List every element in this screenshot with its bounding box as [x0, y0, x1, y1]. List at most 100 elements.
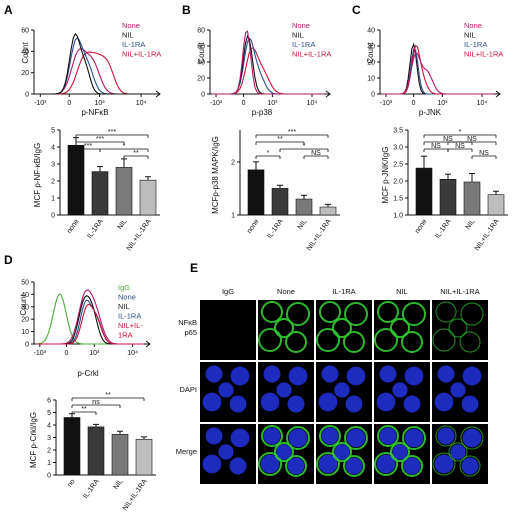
- micro-nucleus: [260, 454, 280, 474]
- hist-b-xtick-label: 10³: [267, 100, 278, 107]
- bar-b-sig-label: **: [277, 136, 283, 143]
- hist-a-ylabel: Count: [21, 42, 30, 64]
- bar-c-category-label: none: [414, 218, 429, 235]
- bar-d-sig-label: **: [81, 406, 87, 413]
- micro-row-label: Merge: [176, 447, 197, 456]
- hist-d-legend-entry: None: [118, 293, 136, 302]
- hist-c-legend-entry: NIL: [464, 31, 476, 40]
- hist-a-xlabel: p-NFκB: [81, 108, 108, 117]
- bar-a-sig-label: ***: [108, 129, 116, 136]
- bar-a-category-label: NIL: [117, 218, 129, 231]
- micro-nucleus: [334, 382, 350, 398]
- bar-c-category-label: NIL: [465, 218, 477, 231]
- bar-a-category-label: none: [66, 218, 81, 235]
- bar-d-ytick-label: 1: [47, 460, 51, 467]
- hist-c-ytick-label: 30: [367, 44, 375, 51]
- micro-nucleus: [202, 454, 222, 474]
- bar-c-sig-label: NS: [443, 136, 453, 143]
- hist-a-xtick-label: 0: [67, 100, 71, 107]
- micro-nucleus: [450, 444, 466, 460]
- hist-b-legend-entry: NIL: [292, 31, 304, 40]
- micro-membrane-signal: [448, 442, 468, 462]
- hist-a-legend-entry: NIL+IL-1RA: [122, 50, 161, 59]
- bar-b-category-label: none: [246, 218, 261, 235]
- micro-membrane-signal: [343, 455, 365, 477]
- bar-d-sig-label: ns: [92, 399, 100, 406]
- micro-nucleus: [321, 427, 339, 445]
- hist-d-xtick-label: 10⁴: [127, 350, 138, 357]
- micro-membrane-signal: [286, 426, 310, 450]
- bar-c-sig-label: NS: [455, 143, 465, 150]
- bar-b-sig-label: *: [267, 150, 270, 157]
- hist-c-ylabel: Count: [366, 42, 375, 64]
- bar-b-category-label: NIL: [297, 218, 309, 231]
- micro-membrane-signal: [344, 426, 368, 450]
- hist-c-ytick-label: 20: [367, 60, 375, 67]
- bar-d-category-label: IL-1RA: [82, 478, 100, 500]
- bar-a-0: [67, 145, 85, 216]
- hist-b-ytick-label: 60: [197, 44, 205, 51]
- micro-membrane-signal: [390, 318, 410, 338]
- bar-d-category-label: NIL: [113, 478, 125, 491]
- hist-d-xtick-label: 0: [65, 350, 69, 357]
- micro-membrane-signal: [401, 455, 423, 477]
- bar-a-ytick-label: 5: [51, 128, 55, 135]
- micro-nucleus: [287, 457, 305, 475]
- hist-a-arrow: [155, 90, 161, 98]
- micro-nucleus: [450, 382, 466, 398]
- bar-d-ytick-label: 0: [47, 473, 51, 480]
- micro-image-tile: [200, 300, 256, 360]
- micro-membrane-signal: [374, 452, 398, 476]
- micro-nucleus: [462, 366, 482, 386]
- bar-d-category-label: no: [66, 478, 76, 488]
- hist-d-ytick-label: 0: [25, 342, 29, 349]
- bar-c-category-label: IL-1RA: [434, 218, 452, 240]
- bar-a-category-label: NIL+IL-1RA: [126, 218, 153, 252]
- hist-a-curve: [36, 32, 154, 95]
- micro-membrane-signal: [435, 425, 457, 447]
- micro-nucleus: [434, 392, 454, 412]
- micro-nucleus: [404, 428, 424, 448]
- hist-d-ylabel: Count: [19, 294, 28, 316]
- micro-membrane-signal: [402, 302, 426, 326]
- panel-label-e: E: [190, 261, 198, 275]
- micro-membrane-signal: [258, 328, 282, 352]
- micro-nucleus: [288, 366, 308, 386]
- bar-b-sig-label: *: [303, 143, 306, 150]
- hist-b-ytick-label: 40: [197, 60, 205, 67]
- micro-nucleus: [404, 366, 424, 386]
- hist-d-ytick-label: 30: [21, 304, 29, 311]
- hist-b-ylabel: Count: [197, 42, 206, 64]
- bar-c-ytick-label: 3.0: [393, 145, 403, 152]
- bar-d-ytick-label: 3: [47, 435, 51, 442]
- bar-a-sig-label: *: [123, 143, 126, 150]
- bar-a-1: [91, 171, 109, 216]
- micro-nucleus: [346, 366, 366, 386]
- micro-nucleus: [379, 365, 397, 383]
- hist-d: 50 40 30 20 10 0 -10³ 0 10³ 10⁴ IgGNoneNILIL-1RANI…: [21, 280, 151, 357]
- hist-b-xtick-label: 10⁴: [307, 100, 318, 107]
- micro-membrane-signal: [432, 452, 456, 476]
- bar-b-sig-label: NS: [311, 150, 321, 157]
- micro-nucleus: [461, 457, 479, 475]
- bar-d-1: [87, 426, 105, 476]
- hist-a-legend-entry: NIL: [122, 31, 134, 40]
- hist-b-xtick-label: -10³: [210, 100, 223, 107]
- bar-b-2: [295, 198, 313, 216]
- bar-c-3: [487, 194, 505, 216]
- micro-membrane-signal: [261, 425, 283, 447]
- micro-nucleus: [345, 457, 363, 475]
- hist-d-legend-entry: NIL: [118, 302, 130, 311]
- hist-a-xtick-label: 10³: [94, 100, 105, 107]
- micro-nucleus: [230, 366, 250, 386]
- micro-membrane-signal: [374, 328, 398, 352]
- hist-a-ytick-label: 0: [25, 92, 29, 99]
- hist-a: 60 40 20 0 -10³ 0 10³ 10⁴ NoneNILIL-1RANIL+IL-1R…: [21, 21, 161, 107]
- hist-d-xtick-label: 10³: [89, 350, 100, 357]
- hist-b-ytick-label: 80: [197, 28, 205, 35]
- panel-label-b: B: [182, 3, 191, 17]
- micro-membrane-signal: [432, 328, 456, 352]
